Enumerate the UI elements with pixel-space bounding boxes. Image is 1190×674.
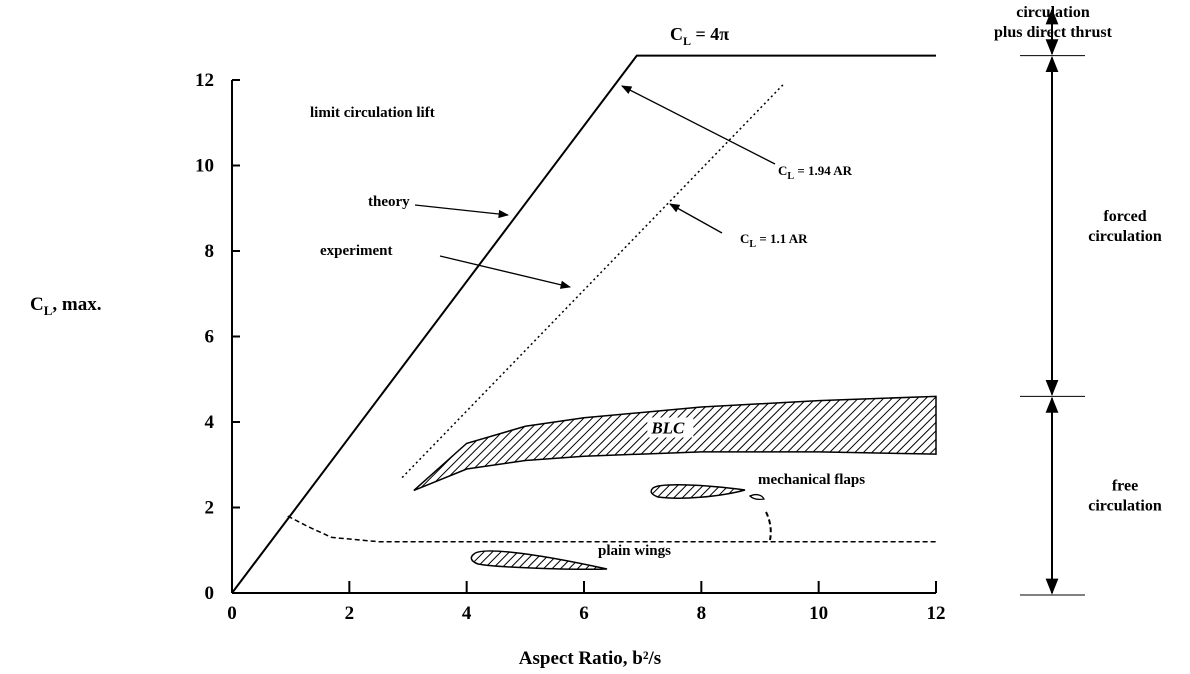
arrow [621,85,776,165]
x-tick-label: 10 [809,603,828,624]
y-tick-label: 2 [205,498,215,519]
series-label: plain wings [598,543,671,559]
region-label: circulation [1088,228,1162,245]
series-line [287,515,936,543]
series-label: experiment [320,243,392,259]
flap [748,493,765,501]
y-tick-label: 12 [195,70,214,91]
y-axis-label: CL, max. [30,294,101,318]
y-tick-label: 10 [195,156,214,177]
region-label: circulation [1016,4,1090,21]
arrow [669,203,723,234]
region-label: plus direct thrust [994,24,1113,41]
x-tick-label: 0 [227,603,237,624]
region-label: forced [1103,208,1146,225]
series-label: BLC [650,418,685,437]
annotation: mechanical flaps [758,472,865,488]
flap [765,511,772,541]
x-tick-label: 2 [345,603,355,624]
x-tick-label: 4 [462,603,472,624]
airfoil [650,484,746,499]
region-label: free [1112,478,1138,495]
arrow [439,255,572,289]
y-tick-label: 8 [205,241,215,262]
x-tick-label: 6 [579,603,589,624]
x-tick-label: 12 [927,603,946,624]
series-line [231,54,936,594]
label-bg [647,417,694,438]
airfoils [470,484,772,571]
annotation: CL = 1.94 AR [778,163,853,182]
series-label: theory [368,194,410,210]
y-tick-label: 0 [205,583,215,604]
airfoil [470,550,608,571]
region-label: circulation [1088,498,1162,515]
y-tick-label: 4 [205,412,215,433]
x-axis-label: Aspect Ratio, b²/s [519,648,661,669]
series-line [401,83,785,479]
x-tick-label: 8 [697,603,707,624]
annotation-arrows [414,85,776,289]
y-tick-label: 6 [205,327,215,348]
annotation: limit circulation lift [310,105,435,121]
annotation: CL = 4π [670,24,729,48]
arrow [414,204,510,219]
annotation: CL = 1.1 AR [740,231,808,250]
band [413,395,937,492]
